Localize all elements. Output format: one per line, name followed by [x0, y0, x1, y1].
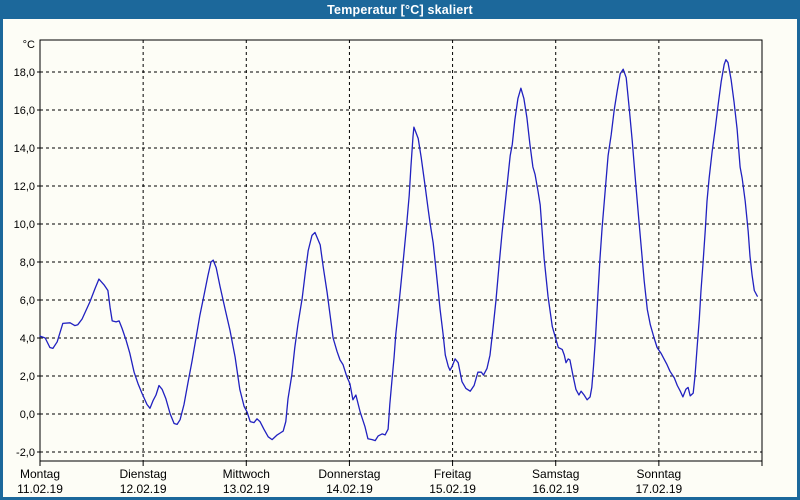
y-tick-label: 4,0 [20, 333, 35, 345]
y-tick-label: 2,0 [20, 371, 35, 383]
day-label: Samstag [532, 467, 579, 481]
y-tick-label: 12,0 [14, 181, 35, 193]
temperature-chart: 18,0 16,0 14,0 12,0 10,0 8,0 6,0 4,0 2,0 0,0 -2,0 °… [14, 39, 763, 496]
date-label: 11.02.19 [17, 482, 63, 496]
day-label: Sonntag [636, 467, 681, 481]
date-label: 17.02.19 [635, 482, 682, 496]
chart-area: 18,0 16,0 14,0 12,0 10,0 8,0 6,0 4,0 2,0 0,0 -2,0 °… [3, 19, 797, 497]
temperature-line [39, 59, 758, 442]
y-tick-label: 0,0 [20, 409, 35, 421]
plot-border [39, 39, 763, 462]
day-label: Donnerstag [318, 467, 380, 481]
date-label: 12.02.19 [120, 482, 167, 496]
y-tick-label: 18,0 [14, 67, 35, 79]
y-tick-label: 8,0 [20, 257, 35, 269]
y-axis-unit-label: °C [23, 39, 35, 51]
day-label: Mittwoch [223, 467, 270, 481]
date-label: 16.02.19 [532, 482, 579, 496]
y-tick-label: 16,0 [14, 105, 35, 117]
y-tick-label: -2,0 [16, 447, 35, 459]
date-label: 15.02.19 [429, 482, 476, 496]
y-tick-label: 10,0 [14, 219, 35, 231]
y-tick-label: 14,0 [14, 143, 35, 155]
title-bar: Temperatur [°C] skaliert [0, 0, 800, 19]
y-tick-label: 6,0 [20, 295, 35, 307]
date-label: 13.02.19 [223, 482, 270, 496]
day-label: Freitag [434, 467, 471, 481]
day-label: Montag [20, 467, 60, 481]
window-title: Temperatur [°C] skaliert [327, 2, 473, 17]
day-label: Dienstag [119, 467, 166, 481]
date-label: 14.02.19 [326, 482, 373, 496]
